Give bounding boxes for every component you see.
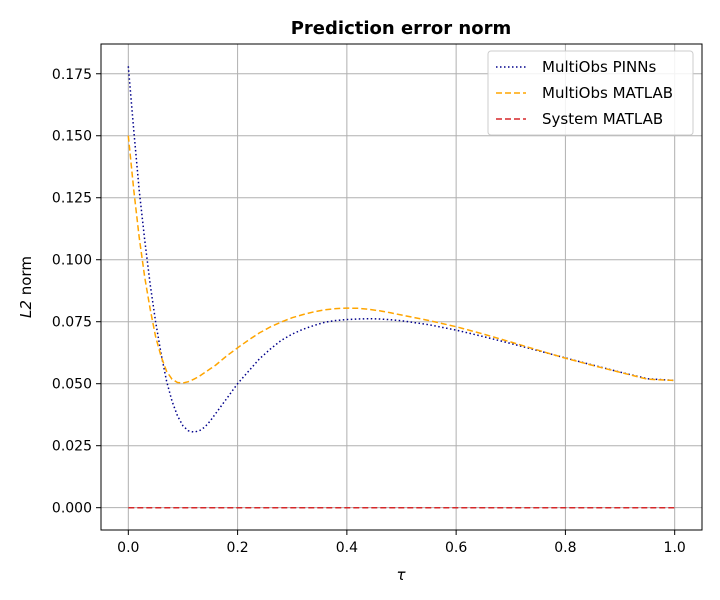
- y-tick-label: 0.050: [52, 377, 92, 393]
- y-tick-label: 0.100: [52, 253, 92, 269]
- x-tick-label: 0.6: [445, 540, 467, 556]
- y-axis: 0.000 0.025 0.050 0.075 0.100 0.125 0.150 0.175: [52, 67, 101, 517]
- chart-title: Prediction error norm: [291, 18, 512, 39]
- x-tick-label: 1.0: [664, 540, 686, 556]
- y-tick-label: 0.075: [52, 315, 92, 331]
- legend-box: [487, 50, 694, 136]
- y-tick-label: 0.025: [52, 439, 92, 455]
- series-line-2: [127, 135, 675, 384]
- legend: MultiObs PINNs MultiObs MATLAB System MATL…: [487, 50, 694, 136]
- y-tick-label: 0.150: [52, 129, 92, 145]
- x-tick-label: 0.4: [336, 540, 358, 556]
- legend-label: MultiObs PINNs: [542, 58, 656, 76]
- series-line-1: [127, 66, 675, 433]
- plot-frame: [100, 43, 703, 531]
- y-tick-label: 0.125: [52, 191, 92, 207]
- x-axis: 0.0 0.2 0.4 0.6 0.8 1.0: [117, 530, 686, 556]
- y-axis-label: L2 norm: [17, 256, 35, 318]
- x-axis-label: τ: [396, 566, 406, 584]
- legend-label: MultiObs MATLAB: [542, 84, 673, 102]
- y-tick-label: 0.175: [52, 67, 92, 83]
- y-tick-label: 0.000: [52, 501, 92, 517]
- series-lines: [127, 66, 675, 509]
- x-tick-label: 0.0: [117, 540, 139, 556]
- x-tick-label: 0.8: [554, 540, 576, 556]
- x-tick-label: 0.2: [226, 540, 248, 556]
- legend-label: System MATLAB: [542, 110, 663, 128]
